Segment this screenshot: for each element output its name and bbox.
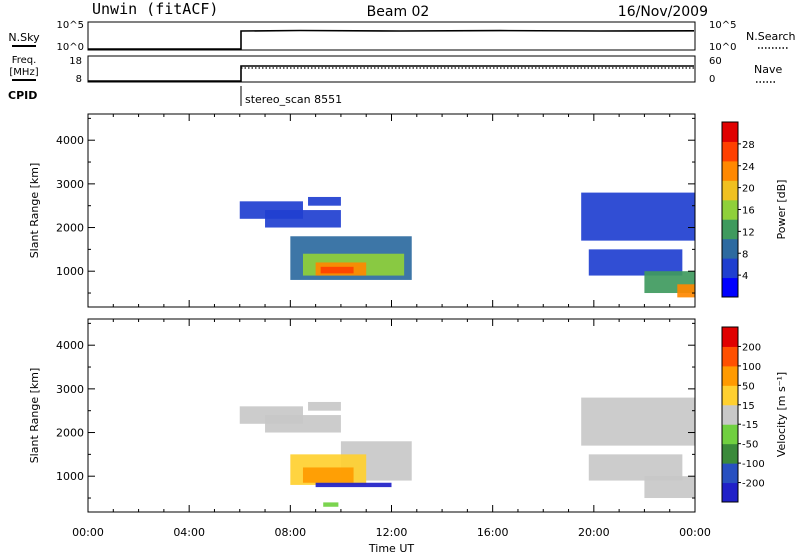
- power-region-1: [265, 210, 341, 228]
- power-colorbar-seg-1: [722, 258, 738, 279]
- velocity-region-1: [265, 415, 341, 433]
- power-colorbar-seg-5: [722, 180, 738, 201]
- velocity-xtick-label-5: 20:00: [578, 526, 610, 539]
- power-ytick-label-0: 1000: [56, 265, 84, 278]
- freq-tick-bottom: 8: [76, 74, 82, 85]
- power-colorbar-seg-0: [722, 277, 738, 298]
- velocity-region-10: [644, 476, 695, 499]
- power-ylabel: Slant Range [km]: [28, 163, 41, 259]
- velocity-panel: 1000 2000 3000 4000 Slant Range [km] 00:00 04:…: [28, 318, 711, 554]
- velocity-ylabel: Slant Range [km]: [28, 368, 41, 464]
- velocity-colorbar: 200 100 50 15 -15 -50 -100 -200 Velocity [m s⁻¹]: [721, 326, 788, 503]
- power-colorbar-label-1: 24: [742, 162, 755, 173]
- velocity-xlabel: Time UT: [368, 542, 414, 554]
- nsky-tick-top: 10^5: [57, 20, 84, 31]
- velocity-colorbar-label-3: 15: [742, 401, 755, 412]
- nsearch-tick-bottom: 10^0: [709, 42, 736, 53]
- power-colorbar-seg-8: [722, 122, 738, 142]
- velocity-xtick-label-0: 00:00: [72, 526, 104, 539]
- nsearch-label: N.Search: [746, 30, 796, 43]
- nsky-panel: [87, 21, 696, 51]
- beam-title: Beam 02: [367, 4, 430, 20]
- velocity-xtick-label-6: 00:00: [679, 526, 711, 539]
- nave-label: Nave: [754, 63, 782, 76]
- velocity-colorbar-label-0: 200: [742, 342, 761, 353]
- velocity-colorbar-seg-5: [722, 385, 738, 406]
- power-region-7: [581, 192, 695, 241]
- velocity-ytick-label-1: 2000: [56, 427, 84, 440]
- nsky-trace: [88, 29, 695, 50]
- velocity-ytick-label-2: 3000: [56, 383, 84, 396]
- velocity-colorbar-label-2: 50: [742, 381, 755, 392]
- freq-trace: [88, 65, 694, 82]
- velocity-colorbar-seg-4: [722, 404, 738, 425]
- velocity-colorbar-frame: [721, 326, 739, 503]
- velocity-xtick-label-1: 04:00: [173, 526, 205, 539]
- power-colorbar-label-0: 28: [742, 140, 755, 151]
- power-colorbar-seg-4: [722, 199, 738, 220]
- velocity-colorbar-seg-3: [722, 424, 738, 445]
- power-ytick-label-1: 2000: [56, 222, 84, 235]
- velocity-colorbar-label-7: -200: [742, 479, 765, 490]
- velocity-colorbar-label-1: 100: [742, 362, 761, 373]
- power-colorbar-label-4: 12: [742, 227, 755, 238]
- power-region-6: [320, 266, 354, 274]
- power-colorbar-seg-2: [722, 238, 738, 259]
- velocity-colorbar-seg-6: [722, 365, 738, 386]
- velocity-region-6: [315, 482, 392, 488]
- velocity-region-5: [302, 467, 354, 483]
- velocity-colorbar-seg-0: [722, 482, 738, 503]
- velocity-colorbar-seg-2: [722, 443, 738, 464]
- power-region-2: [308, 196, 341, 206]
- velocity-xtick-label-4: 16:00: [477, 526, 509, 539]
- power-colorbar-seg-3: [722, 219, 738, 240]
- freq-label-top: Freq.: [12, 55, 37, 66]
- power-colorbar-label-6: 4: [742, 271, 748, 282]
- power-colorbar: 28 24 20 16 12 8 4 Power [dB]: [721, 121, 788, 298]
- velocity-colorbar-seg-7: [722, 346, 738, 367]
- velocity-region-8: [581, 397, 695, 446]
- power-region-10: [677, 284, 695, 298]
- velocity-colorbar-label-4: -15: [742, 420, 758, 431]
- velocity-colorbar-seg-8: [722, 327, 738, 347]
- cpid-value: stereo_scan 8551: [245, 93, 342, 106]
- velocity-region-2: [308, 401, 341, 411]
- nave-tick-top: 60: [709, 56, 722, 67]
- power-colorbar-label-3: 16: [742, 206, 755, 217]
- velocity-xtick-label-2: 08:00: [274, 526, 306, 539]
- velocity-colorbar-label-5: -50: [742, 440, 758, 451]
- power-colorbar-label-2: 20: [742, 184, 755, 195]
- station-title: Unwin (fitACF): [92, 0, 218, 18]
- power-colorbar-seg-7: [722, 141, 738, 162]
- power-region-8: [588, 249, 683, 276]
- nsky-label: N.Sky: [8, 31, 40, 44]
- velocity-region-7: [323, 502, 339, 507]
- nsearch-tick-top: 10^5: [709, 20, 736, 31]
- freq-panel: [87, 55, 696, 83]
- freq-label-bottom: [MHz]: [9, 67, 38, 78]
- date-title: 16/Nov/2009: [618, 4, 708, 20]
- power-colorbar-title: Power [dB]: [775, 180, 788, 240]
- velocity-ytick-label-3: 4000: [56, 339, 84, 352]
- velocity-colorbar-title: Velocity [m s⁻¹]: [775, 372, 788, 457]
- cpid-label: CPID: [8, 89, 37, 102]
- velocity-colorbar-label-6: -100: [742, 459, 765, 470]
- nsky-tick-bottom: 10^0: [57, 42, 84, 53]
- power-ytick-label-3: 4000: [56, 134, 84, 147]
- freq-tick-top: 18: [69, 56, 82, 67]
- velocity-ytick-label-0: 1000: [56, 470, 84, 483]
- power-ytick-label-2: 3000: [56, 178, 84, 191]
- power-colorbar-seg-6: [722, 160, 738, 181]
- velocity-colorbar-seg-1: [722, 463, 738, 484]
- power-panel: 1000 2000 3000 4000 Slant Range [km]: [28, 113, 696, 308]
- power-colorbar-label-5: 8: [742, 249, 748, 260]
- velocity-xtick-label-3: 12:00: [376, 526, 408, 539]
- nave-tick-bottom: 0: [709, 74, 715, 85]
